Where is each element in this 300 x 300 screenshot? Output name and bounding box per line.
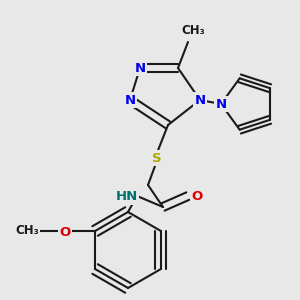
Text: HN: HN (116, 190, 138, 203)
Text: O: O (191, 190, 203, 202)
Text: N: N (124, 94, 136, 106)
Text: CH₃: CH₃ (181, 23, 205, 37)
Text: N: N (215, 98, 226, 110)
Text: O: O (59, 226, 71, 238)
Text: N: N (194, 94, 206, 106)
Text: CH₃: CH₃ (15, 224, 39, 238)
Text: N: N (134, 61, 146, 74)
Text: S: S (152, 152, 162, 164)
